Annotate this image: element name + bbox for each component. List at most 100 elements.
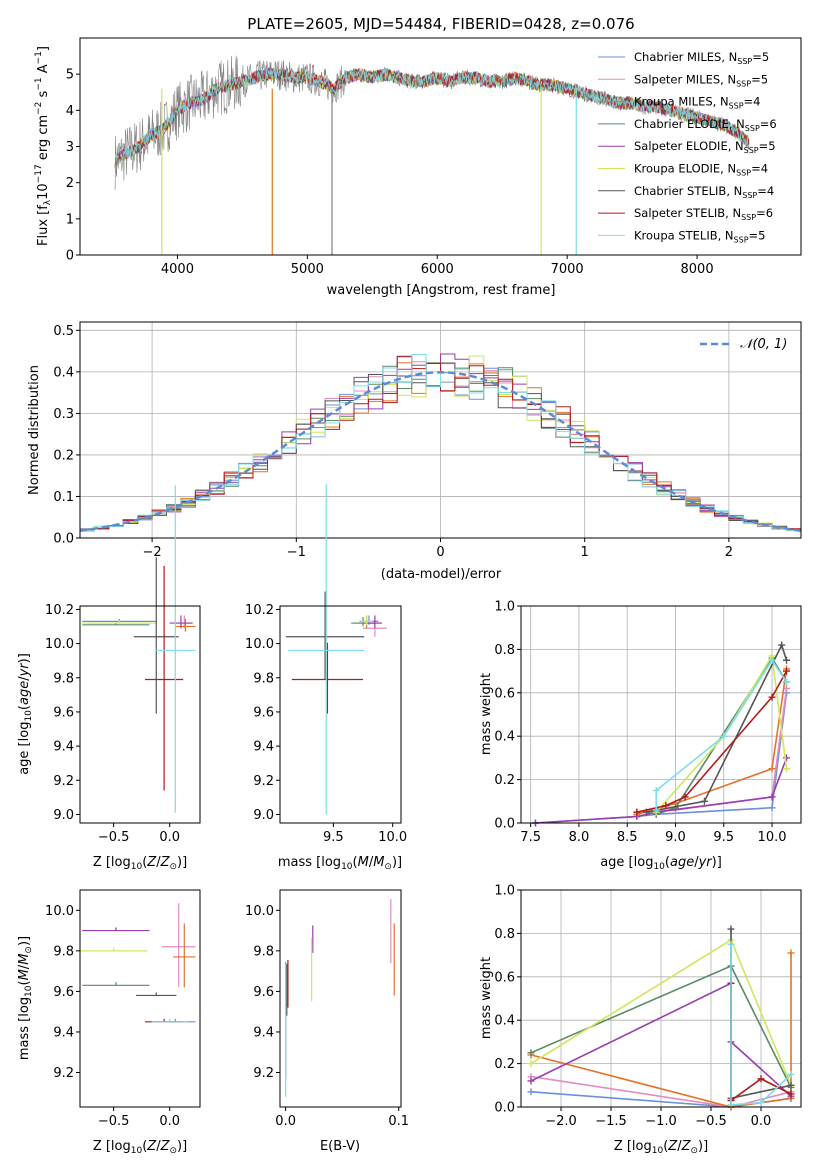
legend-label: Chabrier MILES, NSSP=5 (634, 50, 769, 66)
x-tick-label: 7.5 (520, 830, 541, 845)
errorbar-point (360, 615, 373, 625)
y-tick-label: 0.6 (494, 686, 515, 701)
mass-age-panel: 9.5 10.0 9.0 9.2 9.4 9.6 9.8 10.0 10.2 mass [log… (245, 483, 407, 872)
errorbar-point (136, 992, 177, 997)
weight-marker (727, 940, 735, 948)
x-tick-label: 10.0 (758, 830, 787, 845)
y-tick-label: 0.4 (494, 1014, 515, 1029)
x-tick-label: 8000 (681, 262, 714, 277)
legend-label: Kroupa ELODIE, NSSP=4 (634, 162, 768, 178)
z-age-ylabel: age [log10(age/yr)] (17, 653, 34, 775)
x-tick-label: −0.5 (695, 1114, 727, 1129)
y-tick-label: 0 (66, 249, 74, 264)
x-tick-label: −1.0 (645, 1114, 677, 1129)
y-tick-label: 10.2 (245, 603, 274, 618)
y-tick-label: 9.8 (53, 671, 74, 686)
weight-marker (787, 1070, 795, 1078)
weight-marker (652, 786, 660, 794)
z-mass-axes-frame (79, 889, 201, 1108)
weight-marker (527, 1049, 535, 1057)
spectrum-axes-frame (79, 37, 802, 256)
x-tick-label: 5000 (291, 262, 324, 277)
z-mass-panel: −0.5 0.09.29.49.69.810.0 Z [log10(Z/Z⊙)] … (17, 889, 201, 1156)
y-tick-label: 0.0 (53, 532, 74, 547)
x-tick-label: 6000 (421, 262, 454, 277)
spectrum-model-line (114, 66, 750, 168)
weight-marker (783, 667, 791, 675)
y-tick-label: 9.8 (253, 944, 274, 959)
y-tick-label: 9.6 (253, 985, 274, 1000)
weight-marker (652, 806, 660, 814)
z-age-axes-frame (79, 605, 201, 824)
weight-line (636, 668, 788, 816)
y-tick-label: 9.2 (53, 774, 74, 789)
y-tick-label: 0.8 (494, 643, 515, 658)
errorbar-point (367, 615, 383, 629)
errorbar-point (145, 565, 184, 791)
residuals-xlabel: (data-model)/error (381, 567, 502, 582)
errorbar-point (133, 557, 179, 714)
weight-marker (768, 793, 776, 801)
errorbar-point (82, 927, 150, 932)
y-tick-label: 9.2 (253, 1066, 274, 1081)
weight-marker (768, 765, 776, 773)
residuals-ylabel: Normed distribution (27, 365, 42, 495)
weight-marker (787, 1090, 795, 1098)
x-tick-label: 9.5 (323, 830, 344, 845)
z-age-plot: −0.5 0.0 9.0 9.2 9.4 9.6 9.8 10.0 10.2 (45, 485, 196, 845)
y-tick-label: 9.6 (253, 705, 274, 720)
y-tick-label: 4 (66, 104, 74, 119)
legend-label: Chabrier STELIB, NSSP=4 (634, 184, 774, 200)
errorbar-point (155, 485, 196, 813)
y-tick-label: 3 (66, 140, 74, 155)
z-weight-xlabel: Z [log10(Z/Z⊙)] (614, 1139, 708, 1156)
y-tick-label: 9.4 (253, 740, 274, 755)
weight-marker (757, 1099, 765, 1107)
weight-marker (700, 797, 708, 805)
weight-marker (768, 804, 776, 812)
x-tick-label: 0.0 (159, 1114, 180, 1129)
y-tick-label: 0.0 (494, 1101, 515, 1116)
x-tick-label: 0.0 (275, 1114, 296, 1129)
y-tick-label: 9.0 (253, 808, 274, 823)
weight-line (646, 642, 788, 813)
errorbar-point (175, 618, 196, 632)
spectrum-panel: 4000 5000 6000 7000 8000 0 1 2 3 4 5 wavelength [A… (34, 37, 802, 298)
spectrum-ylabel: Flux [fλ10−17 erg cm−2 s−1 A−1] (34, 46, 53, 246)
spectrum-xlabel: wavelength [Angstrom, rest frame] (327, 283, 556, 298)
mass-age-axes-frame (279, 605, 402, 824)
residual-series (80, 353, 801, 533)
y-tick-label: 9.8 (53, 944, 74, 959)
y-tick-label: 0.0 (494, 817, 515, 832)
residuals-plot: −2 −1 0 1 2 0.0 0.1 0.2 0.3 0.4 0.5 (53, 322, 801, 560)
age-weight-plot: 7.5 8.0 8.5 9.0 9.5 10.0 0.0 0.2 0.4 0.6 0.8 1.0 (494, 600, 801, 845)
y-tick-label: 9.6 (53, 705, 74, 720)
ebv-mass-plot: 0.0 0.1 9.2 9.4 9.6 9.8 10.0 (245, 899, 409, 1129)
residuals-axes-frame (79, 321, 802, 539)
weight-marker (527, 1060, 535, 1068)
errorbar-point (173, 923, 196, 988)
y-tick-label: 0.6 (494, 970, 515, 985)
errorbar-point (169, 615, 193, 629)
age-weight-ylabel: mass weight (479, 673, 494, 755)
z-mass-plot: −0.5 0.0 9.2 9.4 9.6 9.8 10.0 (45, 903, 196, 1129)
y-tick-label: 0.2 (494, 1057, 515, 1072)
y-tick-label: 0.3 (53, 407, 74, 422)
weight-line (655, 653, 788, 813)
z-mass-xlabel: Z [log10(Z/Z⊙)] (93, 1139, 187, 1156)
mass-age-xlabel: mass [log10(M/M⊙)] (278, 855, 402, 872)
weight-marker (783, 656, 791, 664)
weight-marker (768, 656, 776, 664)
weight-marker (681, 793, 689, 801)
x-tick-label: −0.5 (98, 1114, 130, 1129)
legend-label: Salpeter MILES, NSSP=5 (634, 72, 768, 88)
legend-label: Kroupa STELIB, NSSP=5 (634, 228, 765, 244)
weight-marker (787, 949, 795, 957)
z-age-xlabel: Z [log10(Z/Z⊙)] (93, 855, 187, 872)
weight-marker (662, 802, 670, 810)
y-tick-label: 5 (66, 68, 74, 83)
residual-histogram (80, 354, 801, 533)
errorbar-point (80, 947, 148, 952)
y-tick-label: 0.8 (494, 927, 515, 942)
